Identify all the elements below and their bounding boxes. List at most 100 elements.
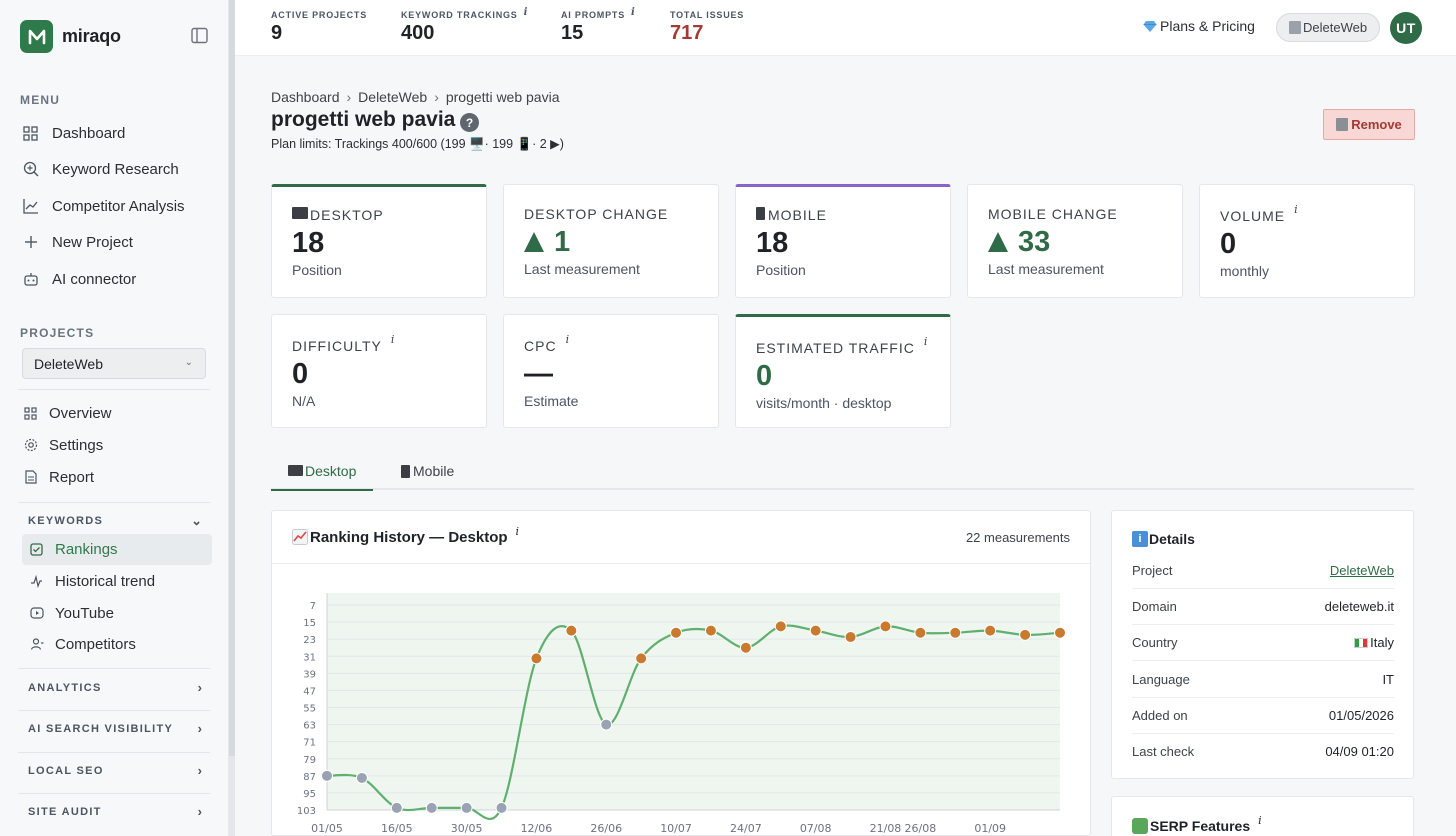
projects-section-label: PROJECTS bbox=[20, 326, 95, 340]
metric-sub: Last measurement bbox=[524, 261, 640, 277]
nav-overview[interactable]: Overview bbox=[22, 397, 212, 429]
nav-ai-connector[interactable]: AI connector bbox=[22, 263, 212, 295]
x-tick-label: 10/07 bbox=[660, 822, 692, 835]
nav-label: Overview bbox=[49, 404, 112, 422]
ai-search-visibility-group-header[interactable]: AI SEARCH VISIBILITY › bbox=[28, 721, 202, 736]
local-seo-group-header[interactable]: LOCAL SEO › bbox=[28, 763, 202, 778]
detail-row-language: Language IT bbox=[1132, 662, 1394, 698]
account-switcher-button[interactable]: DeleteWeb bbox=[1276, 13, 1381, 42]
tab-mobile[interactable]: Mobile bbox=[384, 452, 471, 490]
data-point bbox=[565, 624, 578, 637]
nav-keyword-research[interactable]: Keyword Research bbox=[22, 153, 212, 185]
data-point bbox=[530, 652, 543, 665]
data-point bbox=[984, 624, 997, 637]
x-tick-label: 01/09 bbox=[974, 822, 1006, 835]
y-tick-label: 47 bbox=[303, 686, 316, 697]
analytics-group-header[interactable]: ANALYTICS › bbox=[28, 680, 202, 695]
nav-report[interactable]: Report bbox=[22, 461, 212, 493]
breadcrumb-item[interactable]: Dashboard bbox=[271, 89, 340, 105]
brand[interactable]: miraqo bbox=[20, 20, 121, 53]
breadcrumb-item[interactable]: DeleteWeb bbox=[358, 89, 428, 105]
remove-button[interactable]: Remove bbox=[1323, 109, 1415, 140]
nav-competitor-analysis[interactable]: Competitor Analysis bbox=[22, 190, 212, 222]
info-icon[interactable]: i bbox=[565, 333, 571, 346]
robot-icon bbox=[22, 271, 39, 288]
nav-label: New Project bbox=[52, 233, 133, 251]
nav-label: Competitors bbox=[55, 635, 136, 653]
line-chart-icon bbox=[22, 198, 39, 215]
metric-value: 18 bbox=[756, 227, 789, 259]
data-point bbox=[425, 801, 438, 814]
info-icon[interactable]: i bbox=[523, 7, 529, 18]
avatar[interactable]: UT bbox=[1390, 12, 1422, 44]
help-icon[interactable]: ? bbox=[460, 113, 479, 132]
detail-key: Added on bbox=[1132, 708, 1188, 723]
nav-rankings[interactable]: Rankings bbox=[22, 534, 212, 565]
sidebar-toggle-icon[interactable] bbox=[191, 27, 208, 44]
project-select[interactable]: DeleteWeb ⌄ bbox=[22, 348, 206, 379]
ranking-chart[interactable]: 7 15 23 31 39 47 55 63 71 79 87 95 103 01/05 16/05 30/0… bbox=[272, 564, 1090, 836]
info-icon[interactable]: i bbox=[515, 525, 520, 538]
up-triangle-icon bbox=[988, 232, 1008, 252]
topbar: ACTIVE PROJECTS 9 KEYWORD TRACKINGS i 400… bbox=[235, 0, 1456, 56]
data-point bbox=[914, 626, 927, 639]
desktop-icon bbox=[292, 207, 308, 219]
nav-historical-trend[interactable]: Historical trend bbox=[28, 565, 218, 597]
tab-desktop[interactable]: Desktop bbox=[271, 452, 374, 491]
stat-value: 9 bbox=[271, 22, 283, 44]
play-icon bbox=[28, 605, 45, 622]
nav-settings[interactable]: Settings bbox=[22, 429, 212, 461]
chart-divider bbox=[272, 563, 1090, 564]
metric-label: DESKTOP CHANGE bbox=[524, 206, 669, 222]
y-tick-label: 63 bbox=[303, 721, 316, 732]
account-label: DeleteWeb bbox=[1303, 20, 1368, 35]
site-audit-group-header[interactable]: SITE AUDIT › bbox=[28, 804, 202, 819]
nav-new-project[interactable]: New Project bbox=[22, 226, 212, 258]
sidebar-divider bbox=[18, 502, 210, 503]
keywords-group-header[interactable]: KEYWORDS ⌄ bbox=[28, 513, 202, 529]
detail-row-domain: Domain deleteweb.it bbox=[1132, 589, 1394, 625]
info-icon[interactable]: i bbox=[923, 335, 929, 348]
info-icon[interactable]: i bbox=[631, 7, 636, 18]
users-icon bbox=[28, 636, 45, 653]
stat-total-issues: TOTAL ISSUES 717 bbox=[670, 10, 744, 45]
metric-label: VOLUME bbox=[1220, 208, 1286, 224]
group-label: SITE AUDIT bbox=[28, 805, 102, 818]
data-point bbox=[635, 652, 648, 665]
detail-row-project: Project DeleteWeb bbox=[1132, 553, 1394, 589]
metric-value: 0 bbox=[1220, 228, 1237, 260]
data-point bbox=[879, 620, 892, 633]
diamond-icon bbox=[1143, 19, 1157, 33]
plans-pricing-link[interactable]: Plans & Pricing bbox=[1143, 18, 1255, 34]
scrollbar-thumb[interactable] bbox=[229, 0, 235, 756]
nav-competitors[interactable]: Competitors bbox=[28, 628, 218, 660]
chevron-right-icon: › bbox=[197, 680, 202, 695]
sidebar-divider bbox=[18, 710, 210, 711]
data-point bbox=[390, 801, 403, 814]
tab-label: Mobile bbox=[413, 463, 455, 479]
menu-section-label: MENU bbox=[20, 93, 61, 107]
tab-label: Desktop bbox=[305, 462, 357, 479]
nav-youtube[interactable]: YouTube bbox=[28, 597, 218, 629]
info-icon[interactable]: i bbox=[1294, 203, 1299, 216]
x-tick-label: 30/05 bbox=[451, 822, 483, 835]
chevron-down-icon: ⌄ bbox=[191, 513, 202, 528]
group-label: LOCAL SEO bbox=[28, 764, 104, 777]
stat-value: 15 bbox=[561, 22, 584, 44]
sidebar-scrollbar[interactable] bbox=[229, 0, 235, 836]
info-icon[interactable]: i bbox=[390, 333, 396, 346]
info-icon[interactable]: i bbox=[1258, 814, 1262, 827]
metric-sub: Position bbox=[292, 262, 342, 278]
nav-dashboard[interactable]: Dashboard bbox=[22, 117, 212, 149]
metric-value: 18 bbox=[292, 227, 325, 259]
mobile-icon bbox=[756, 207, 765, 220]
data-point bbox=[495, 801, 508, 814]
metric-card-estimated-traffic: ESTIMATED TRAFFIC i 0 visits/month · desk… bbox=[735, 314, 951, 428]
data-point bbox=[739, 641, 752, 654]
detail-value-link[interactable]: DeleteWeb bbox=[1329, 563, 1394, 578]
building-icon bbox=[1289, 21, 1301, 34]
device-tabs: Desktop Mobile bbox=[271, 452, 1414, 491]
y-tick-label: 23 bbox=[303, 635, 316, 646]
chart-title-text: Ranking History — Desktop bbox=[310, 529, 508, 546]
group-label: AI SEARCH VISIBILITY bbox=[28, 722, 174, 735]
